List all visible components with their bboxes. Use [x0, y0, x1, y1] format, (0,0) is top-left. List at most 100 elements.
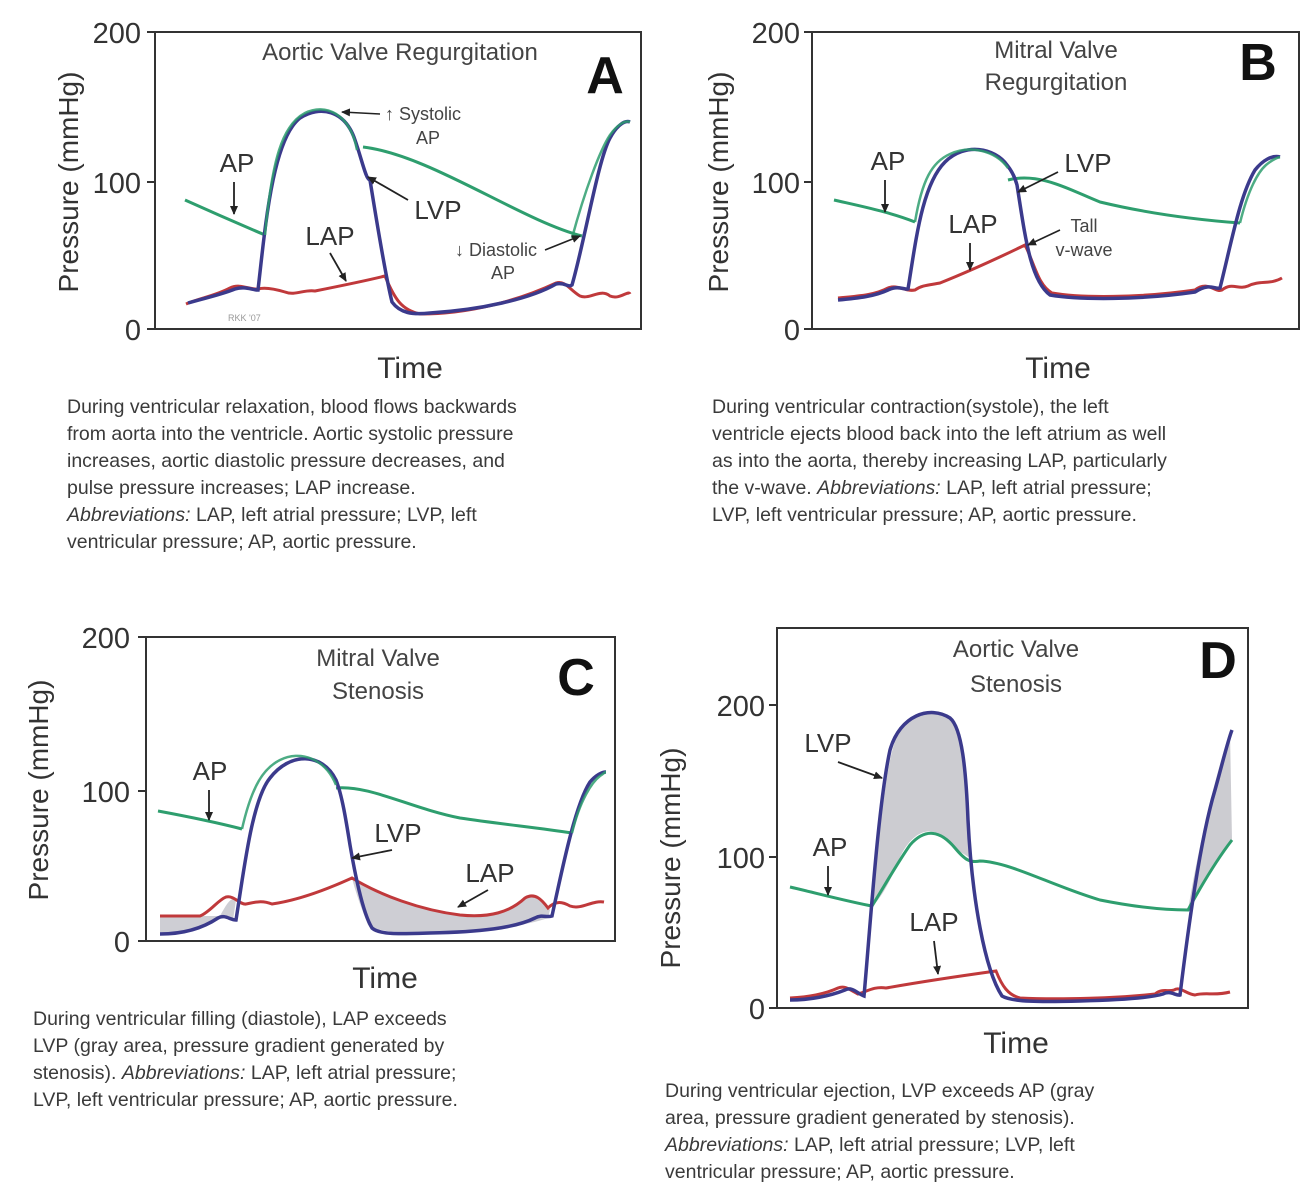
annotation-lap: LAP [465, 858, 514, 888]
y-tick-label-100: 100 [752, 168, 800, 200]
ap-curve [184, 145, 583, 238]
caption-text: stenosis). [33, 1062, 122, 1084]
plot-frame [154, 31, 642, 330]
y-tick-label-100: 100 [717, 843, 765, 875]
annotation-diastolic: ↓ Diastolic [455, 240, 537, 260]
caption-line: the v-wave. Abbreviations: LAP, left atr… [712, 475, 1312, 502]
annotation-ap: AP [813, 832, 848, 862]
y-tick-label-0: 0 [114, 927, 130, 959]
panel-c: 200 100 0 Pressure (mmHg) Time Mitral Va… [0, 600, 640, 1160]
panel-letter: C [557, 649, 595, 707]
caption-line: During ventricular filling (diastole), L… [33, 1008, 447, 1030]
caption-line: LVP, left ventricular pressure; AP, aort… [33, 1089, 458, 1111]
annotation-lvp-arrow [837, 761, 883, 780]
x-axis-label: Time [1025, 352, 1091, 385]
caption-line: area, pressure gradient generated by ste… [665, 1107, 1075, 1129]
ap-curve [157, 786, 573, 835]
panel-letter: B [1239, 34, 1277, 92]
caption-line: ventricular pressure; AP, aortic pressur… [665, 1161, 1015, 1183]
caption-a: During ventricular relaxation, blood flo… [67, 394, 667, 556]
y-tick-label-100: 100 [93, 168, 141, 200]
caption-line: During ventricular relaxation, blood flo… [67, 396, 517, 418]
annotation-diastolic-ap: AP [491, 263, 515, 283]
caption-line: from aorta into the ventricle. Aortic sy… [67, 423, 514, 445]
annotation-systolic-arrow [341, 108, 381, 117]
annotation-lap: LAP [305, 221, 354, 251]
panel-d: 200 100 0 Pressure (mmHg) Time Aortic Va… [640, 600, 1312, 1204]
plot-frame [811, 31, 1300, 330]
y-axis-label: Pressure (mmHg) [53, 72, 84, 293]
chart-title-line2: Regurgitation [985, 69, 1128, 96]
annotation-lap: LAP [948, 209, 997, 239]
caption-line: During ventricular contraction(systole),… [712, 396, 1109, 418]
y-tick-label-200: 200 [752, 18, 800, 50]
lvp-curve [159, 757, 607, 936]
panel-a: 200 100 0 Pressure (mmHg) Time Aortic Va… [0, 0, 660, 560]
x-axis-label: Time [983, 1027, 1049, 1060]
abbreviations-label: Abbreviations: [665, 1134, 789, 1156]
y-tick-label-0: 0 [125, 315, 141, 347]
chart-d-svg: 200 100 0 Pressure (mmHg) Time Aortic Va… [655, 627, 1249, 1060]
abbreviations-label: Abbreviations: [67, 504, 191, 526]
chart-title-line1: Mitral Valve [994, 37, 1118, 64]
annotation-lap-arrow [329, 252, 347, 282]
chart-title-line1: Mitral Valve [316, 645, 440, 672]
caption-d: During ventricular ejection, LVP exceeds… [665, 1078, 1265, 1186]
annotation-ap: AP [193, 756, 228, 786]
gradient-area-systole [872, 713, 970, 906]
annotation-lap: LAP [909, 907, 958, 937]
lvp-curve [837, 147, 1281, 302]
annotation-systolic: ↑ Systolic [385, 104, 461, 124]
caption-line: LVP (gray area, pressure gradient genera… [33, 1035, 445, 1057]
caption-text: the v-wave. [712, 477, 818, 499]
lap-curve [185, 274, 632, 316]
caption-line: Abbreviations: LAP, left atrial pressure… [665, 1132, 1265, 1159]
y-tick-label-0: 0 [749, 994, 765, 1026]
ap-systolic-overlay [913, 148, 1281, 224]
ap-systolic-overlay [263, 108, 631, 239]
caption-text: LAP, left atrial pressure; [940, 477, 1152, 499]
annotation-lvp-arrow [367, 176, 409, 201]
y-tick-label-0: 0 [784, 315, 800, 347]
plot-frame [776, 627, 1249, 1009]
chart-title-line2: Stenosis [970, 671, 1062, 698]
y-tick-label-200: 200 [93, 18, 141, 50]
x-axis-label: Time [377, 352, 443, 385]
caption-text: LAP, left atrial pressure; [245, 1062, 457, 1084]
gradient-area-diastole [352, 878, 550, 933]
annotation-lvp: LVP [1064, 148, 1111, 178]
annotation-tall: Tall [1070, 216, 1097, 236]
annotation-lap-arrow [457, 889, 489, 908]
abbreviations-label: Abbreviations: [817, 477, 941, 499]
x-axis-label: Time [352, 962, 418, 995]
caption-text: LAP, left atrial pressure; LVP, left [788, 1134, 1075, 1156]
lvp-curve [187, 109, 631, 316]
caption-line: LVP, left ventricular pressure; AP, aort… [712, 504, 1137, 526]
caption-line: as into the aorta, thereby increasing LA… [712, 450, 1167, 472]
caption-line: During ventricular ejection, LVP exceeds… [665, 1080, 1095, 1102]
caption-c: During ventricular filling (diastole), L… [33, 1006, 633, 1114]
annotation-v-wave: v-wave [1055, 240, 1112, 260]
lvp-curve [789, 710, 1234, 1004]
panel-b: 200 100 0 Pressure (mmHg) Pressure (mmHg… [660, 0, 1312, 560]
caption-line: stenosis). Abbreviations: LAP, left atri… [33, 1060, 633, 1087]
annotation-lap-arrow [933, 940, 942, 975]
chart-c-svg: 200 100 0 Pressure (mmHg) Time Mitral Va… [23, 623, 616, 995]
y-axis-label: Pressure (mmHg) [655, 748, 686, 969]
annotation-systolic-ap: AP [416, 128, 440, 148]
caption-line: pulse pressure increases; LAP increase. [67, 477, 416, 499]
y-axis-label: Pressure (mmHg) [703, 72, 734, 293]
annotation-lvp: LVP [374, 818, 421, 848]
y-tick-label-200: 200 [717, 691, 765, 723]
annotation-lvp-arrow [351, 849, 393, 861]
chart-a-svg: 200 100 0 Pressure (mmHg) Time Aortic Va… [53, 18, 642, 385]
artist-signature: RKK '07 [228, 313, 261, 323]
annotation-lvp: LVP [804, 728, 851, 758]
y-tick-label-100: 100 [82, 777, 130, 809]
ap-curve [833, 176, 1241, 225]
abbreviations-label: Abbreviations: [121, 1062, 246, 1084]
y-tick-label-200: 200 [82, 623, 130, 655]
chart-b-svg: 200 100 0 Pressure (mmHg) Pressure (mmHg… [703, 18, 1300, 385]
annotation-v-wave-arrow [1027, 229, 1061, 246]
annotation-ap: AP [871, 146, 906, 176]
